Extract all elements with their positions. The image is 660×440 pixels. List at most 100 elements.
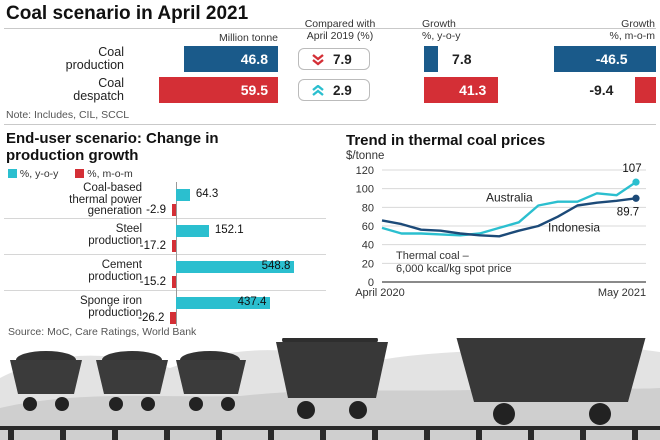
compared-pill-coal-production: 7.9 (298, 48, 370, 70)
header-compared: Compared with April 2019 (%) (280, 18, 400, 42)
yoy-bar (176, 225, 209, 237)
category-label-line: Coal-based (83, 182, 142, 194)
compared-value: 7.9 (333, 52, 352, 67)
legend-label-yoy: %, y-o-y (19, 168, 59, 180)
row-label-line: Coal (98, 76, 124, 90)
yoy-value: 41.3 (459, 82, 487, 98)
y-tick-label: 40 (362, 240, 374, 252)
header-growth-mom-line2: %, m-o-m (609, 30, 656, 42)
category-label-line: production (88, 306, 142, 319)
category-label: Sponge iron production (6, 295, 142, 319)
legend-swatch-mom (75, 169, 85, 178)
compared-value: 2.9 (333, 83, 352, 98)
legend-swatch-yoy (8, 169, 17, 178)
mom-value-label: -15.2 (139, 276, 166, 288)
category-label: Cement production (6, 259, 142, 283)
end-point-marker (632, 178, 640, 186)
trend-caption-line: Thermal coal – (396, 250, 469, 262)
header-million-tonne: Million tonne (219, 32, 278, 44)
section-divider (4, 124, 656, 125)
title-divider (4, 28, 656, 29)
y-tick-label: 100 (356, 184, 374, 196)
yoy-bar (176, 189, 190, 201)
mom-bar (172, 276, 176, 288)
mom-bar (170, 312, 176, 324)
double-chevron-down-icon (312, 54, 324, 66)
yoy-value-coal-production: 7.8 (452, 51, 472, 67)
australia-end-label: 107 (622, 163, 641, 175)
y-tick-label: 0 (368, 277, 374, 289)
y-tick-label: 20 (362, 258, 374, 270)
row-label-coal-production: Coal production (10, 46, 124, 72)
x-tick-label: May 2021 (598, 287, 646, 299)
y-tick-label: 80 (362, 202, 374, 214)
mom-bar-coal-production: -46.5 (553, 46, 656, 72)
header-growth-yoy-line1: Growth (422, 18, 456, 30)
coal-wagons-illustration (0, 338, 660, 440)
mom-bar-coal-despatch (635, 77, 656, 103)
zero-axis (176, 182, 177, 326)
trend-caption-line: 6,000 kcal/kg spot price (396, 263, 512, 275)
value-label: 46.8 (240, 51, 268, 67)
row-label-coal-despatch: Coal despatch (10, 77, 124, 103)
yoy-bar-coal-despatch: 41.3 (424, 77, 499, 103)
yoy-bar-coal-production (424, 46, 439, 72)
end-user-title-line: End-user scenario: Change in (6, 130, 219, 147)
x-tick-label: April 2020 (355, 287, 405, 299)
header-growth-mom-line1: Growth (621, 18, 655, 30)
value-label: 59.5 (240, 82, 268, 98)
double-chevron-up-icon (312, 85, 324, 96)
row-divider (4, 290, 326, 291)
category-label-line: Steel (115, 223, 142, 235)
mom-value-label: -26.2 (138, 312, 165, 324)
category-label-line: production (88, 234, 142, 247)
category-label-line: production (88, 270, 142, 283)
indonesia-label: Indonesia (548, 221, 600, 235)
mom-bar (172, 204, 176, 216)
header-growth-yoy-line2: %, y-o-y (422, 30, 461, 42)
value-bar-coal-despatch: 59.5 (159, 77, 278, 103)
trend-caption: Thermal coal – 6,000 kcal/kg spot price (396, 250, 512, 276)
australia-line (381, 181, 637, 237)
header-growth-yoy: Growth %, y-o-y (422, 18, 461, 42)
category-label-line: generation (87, 205, 142, 217)
trend-unit: $/tonne (346, 150, 385, 162)
compared-pill-coal-despatch: 2.9 (298, 79, 370, 101)
end-point-marker (632, 194, 640, 202)
yoy-value-label: 437.4 (237, 296, 267, 308)
end-user-legend: %, y-o-y %, m-o-m (8, 168, 133, 180)
row-label-line: Coal (98, 45, 124, 59)
trend-chart: 0 20 40 60 80 100 120 April 2020 May 2021 107 89.7… (355, 163, 646, 299)
row-divider (4, 218, 326, 219)
end-user-title-line: production growth (6, 147, 139, 164)
row-divider (4, 254, 326, 255)
category-label-line: Cement (101, 259, 142, 271)
row-label-line: despatch (73, 89, 124, 103)
value-bar-coal-production: 46.8 (184, 46, 278, 72)
mom-value-label: -2.9 (146, 204, 166, 216)
source-note: Source: MoC, Care Ratings, World Bank (8, 326, 197, 338)
yoy-value-label: 548.8 (261, 260, 291, 272)
header-compared-line2: April 2019 (%) (306, 30, 374, 42)
yoy-value-label: 152.1 (214, 224, 244, 236)
table-note: Note: Includes, CIL, SCCL (6, 109, 130, 121)
row-label-line: production (65, 58, 124, 72)
yoy-bar (176, 297, 271, 309)
trend-title: Trend in thermal coal prices (346, 132, 546, 149)
australia-label: Australia (486, 191, 533, 205)
y-tick-label: 120 (356, 165, 374, 177)
indonesia-end-label: 89.7 (617, 206, 639, 218)
mom-bar (172, 240, 176, 252)
mom-value-label: -17.2 (139, 240, 166, 252)
page-title: Coal scenario in April 2021 (6, 3, 249, 24)
mom-value: -46.5 (595, 51, 628, 67)
category-label-line: Sponge iron (79, 295, 142, 307)
category-label: Coal-based thermal power generation (6, 182, 142, 218)
end-user-title: End-user scenario: Change in production … (6, 130, 219, 164)
header-compared-line1: Compared with (304, 18, 376, 30)
yoy-bar (176, 261, 295, 273)
header-growth-mom: Growth %, m-o-m (560, 18, 656, 42)
indonesia-line (381, 197, 637, 238)
legend-label-mom: %, m-o-m (87, 168, 133, 180)
category-label: Steel production (6, 223, 142, 247)
